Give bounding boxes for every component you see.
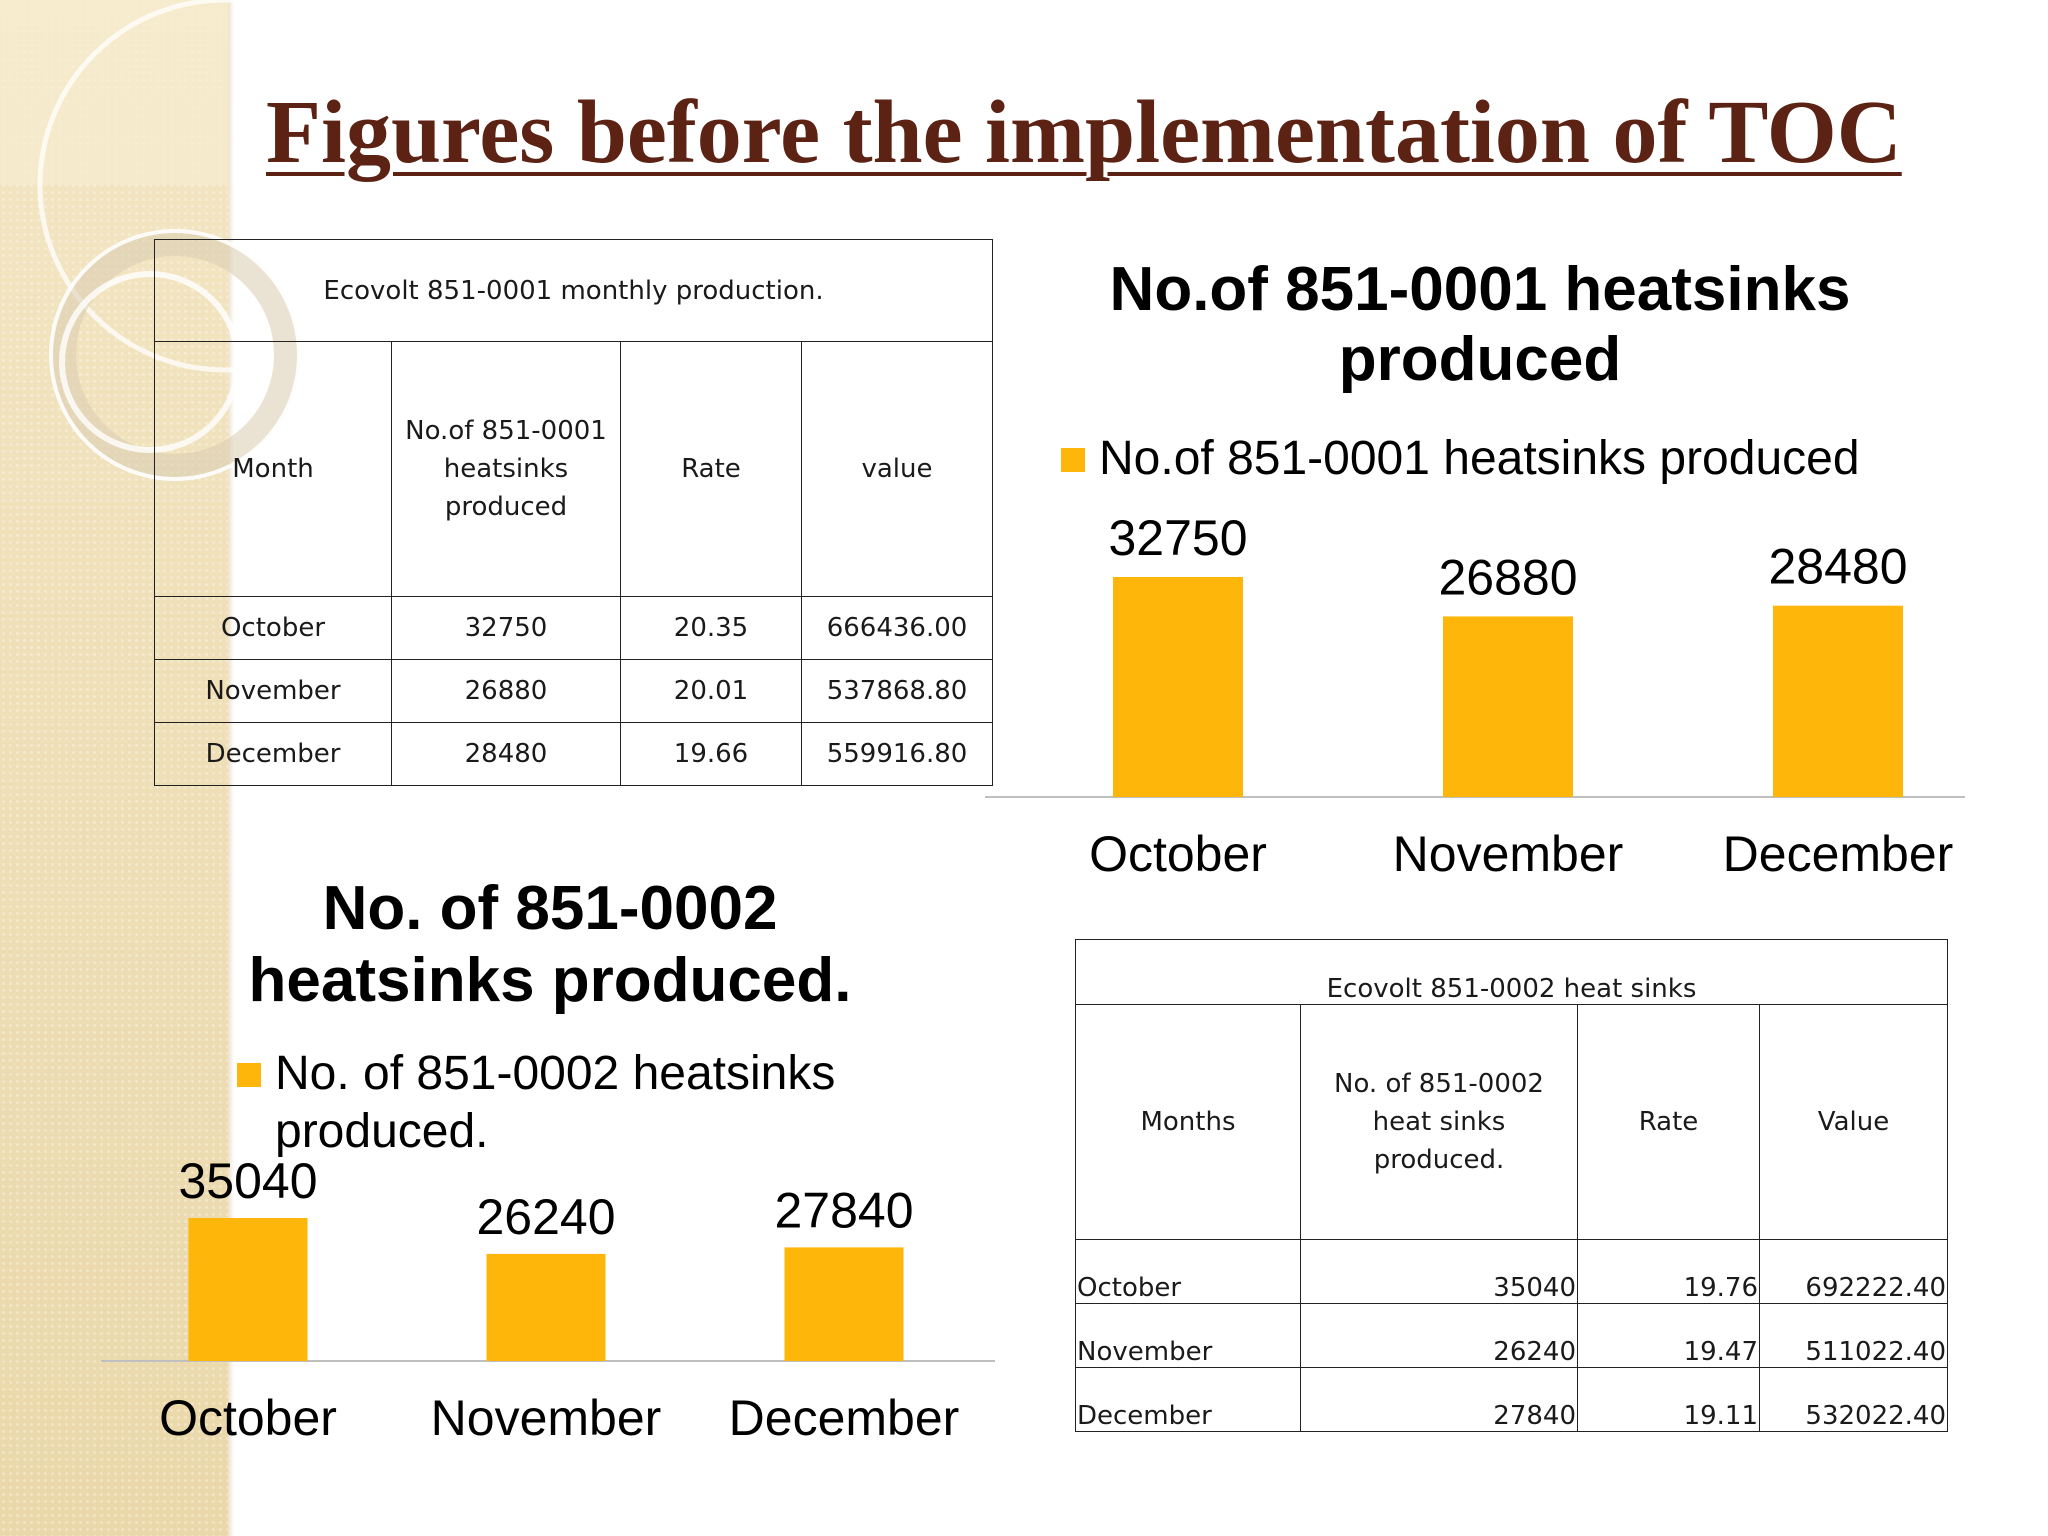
category-label-october: October — [159, 1390, 337, 1446]
cell-month: December — [1075, 1367, 1301, 1432]
cell-rate: 19.76 — [1577, 1239, 1760, 1304]
legend-swatch — [1061, 448, 1085, 472]
production-table-851-0001: Ecovolt 851-0001 monthly production. Mon… — [154, 239, 993, 786]
legend-swatch — [237, 1063, 261, 1087]
table-row: November 26880 20.01 537868.80 — [154, 659, 993, 723]
table-caption: Ecovolt 851-0001 monthly production. — [154, 239, 993, 342]
cell-rate: 19.11 — [1577, 1367, 1760, 1432]
bar-chart-851-0001: No.of 851-0001 heatsinks produced No.of … — [985, 255, 1975, 895]
cell-month: October — [1075, 1239, 1301, 1304]
column-header-value: value — [801, 341, 993, 597]
cell-produced: 27840 — [1300, 1367, 1578, 1432]
category-label-october: October — [1089, 826, 1267, 882]
table-row: December 28480 19.66 559916.80 — [154, 722, 993, 786]
cell-produced: 28480 — [391, 722, 621, 786]
bar-november — [1443, 616, 1573, 797]
slide-title: Figures before the implementation of TOC — [266, 83, 1902, 182]
data-label-october: 32750 — [1108, 510, 1247, 566]
cell-value: 559916.80 — [801, 722, 993, 786]
column-header-months: Months — [1075, 1004, 1301, 1240]
bar-october — [188, 1218, 308, 1361]
category-label-december: December — [729, 1390, 960, 1446]
legend-label: No. of 851-0002 heatsinks produced. — [275, 1047, 836, 1158]
cell-month: December — [154, 722, 392, 786]
cell-value: 537868.80 — [801, 659, 993, 723]
cell-produced: 26240 — [1300, 1303, 1578, 1368]
bar-december — [784, 1247, 904, 1361]
chart-plot: 32750 October 26880 November 28480 December — [985, 510, 1965, 882]
category-label-december: December — [1723, 826, 1954, 882]
cell-value: 692222.40 — [1758, 1239, 1949, 1304]
column-header-value: Value — [1758, 1004, 1949, 1240]
table-row: November 26240 19.47 511022.40 — [1075, 1303, 1949, 1368]
cell-month: November — [154, 659, 392, 723]
chart-plot: 35040 October 26240 November 27840 December — [101, 1153, 995, 1446]
cell-value: 532022.40 — [1758, 1367, 1949, 1432]
cell-month: November — [1075, 1303, 1301, 1368]
cell-rate: 19.66 — [620, 722, 802, 786]
chart-legend: No.of 851-0001 heatsinks produced — [1061, 431, 1860, 487]
production-table-851-0002: Ecovolt 851-0002 heat sinks Months No. o… — [1074, 939, 1949, 1432]
column-header-rate: Rate — [620, 341, 802, 597]
bar-chart-851-0002: No. of 851-0002 heatsinks produced. No. … — [95, 873, 1005, 1473]
cell-produced: 32750 — [391, 596, 621, 660]
table-row: October 35040 19.76 692222.40 — [1075, 1239, 1949, 1304]
bar-november — [486, 1253, 606, 1361]
data-label-october: 35040 — [178, 1153, 317, 1209]
bar-december — [1773, 605, 1903, 797]
table-row: October 32750 20.35 666436.00 — [154, 596, 993, 660]
cell-month: October — [154, 596, 392, 660]
category-label-november: November — [1393, 826, 1624, 882]
chart-legend: No. of 851-0002 heatsinks produced. — [237, 1045, 957, 1161]
cell-rate: 20.35 — [620, 596, 802, 660]
column-header-rate: Rate — [1577, 1004, 1760, 1240]
cell-produced: 35040 — [1300, 1239, 1578, 1304]
column-header-produced: No. of 851-0002 heat sinks produced. — [1300, 1004, 1578, 1240]
cell-rate: 19.47 — [1577, 1303, 1760, 1368]
column-header-month: Month — [154, 341, 392, 597]
data-label-november: 26240 — [476, 1189, 615, 1245]
cell-rate: 20.01 — [620, 659, 802, 723]
column-header-produced: No.of 851-0001 heatsinks produced — [391, 341, 621, 597]
data-label-november: 26880 — [1438, 549, 1577, 605]
data-label-december: 27840 — [774, 1182, 913, 1238]
cell-produced: 26880 — [391, 659, 621, 723]
chart-title: No. of 851-0002 heatsinks produced. — [248, 874, 852, 1015]
category-label-november: November — [431, 1390, 662, 1446]
cell-value: 511022.40 — [1758, 1303, 1949, 1368]
data-label-december: 28480 — [1768, 539, 1907, 595]
table-caption: Ecovolt 851-0002 heat sinks — [1074, 939, 1949, 1005]
bar-october — [1113, 577, 1243, 797]
legend-label: No.of 851-0001 heatsinks produced — [1099, 432, 1860, 485]
table-row: December 27840 19.11 532022.40 — [1075, 1367, 1949, 1432]
cell-value: 666436.00 — [801, 596, 993, 660]
chart-title: No.of 851-0001 heatsinks produced — [1109, 255, 1851, 394]
